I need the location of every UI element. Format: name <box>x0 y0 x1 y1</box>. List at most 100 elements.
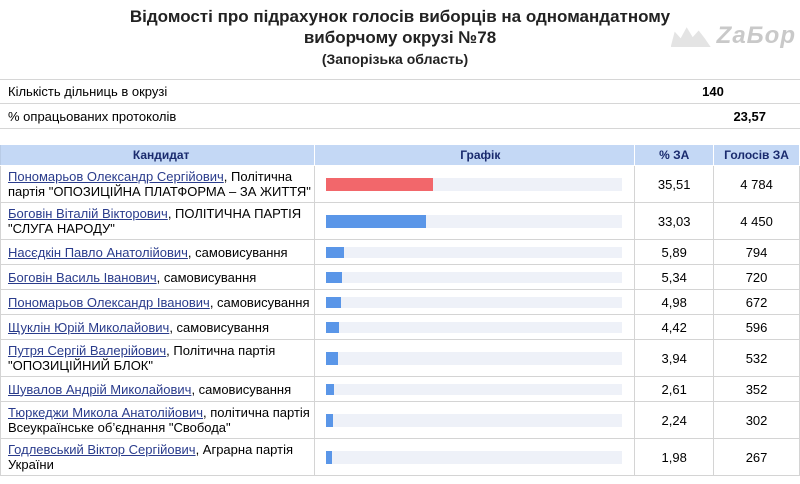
candidate-cell: Насєдкін Павло Анатолійович, самовисуван… <box>0 239 316 265</box>
vote-share-bar <box>326 246 345 258</box>
candidate-party: , Політична партія "ОПОЗИЦІЙНА ПЛАТФОРМА… <box>8 169 311 199</box>
percent-cell: 2,61 <box>634 376 715 402</box>
candidate-cell: Шувалов Андрій Миколайович, самовисуванн… <box>0 376 316 402</box>
candidate-name-link[interactable]: Тюркеджи Микола Анатолійович <box>8 405 204 420</box>
votes-cell: 672 <box>713 289 800 315</box>
percent-cell: 4,98 <box>634 289 715 315</box>
bar-track <box>326 450 623 464</box>
graph-cell <box>314 264 636 290</box>
header-graph: Графік <box>314 144 636 166</box>
candidate-cell: Путря Сергій Валерійович, Політична парт… <box>0 339 316 377</box>
percent-cell: 3,94 <box>634 339 715 377</box>
candidate-name-link[interactable]: Боговін Віталій Вікторович <box>8 206 168 221</box>
vote-share-bar <box>326 214 427 228</box>
candidate-cell: Тюркеджи Микола Анатолійович, політична … <box>0 401 316 439</box>
candidate-party: , самовисування <box>191 381 292 397</box>
header-percent: % ЗА <box>634 144 715 166</box>
site-logo-watermark: ZаБор <box>654 22 796 50</box>
castle-logo-icon <box>670 27 711 47</box>
results-header-row: Кандидат Графік % ЗА Голосів ЗА <box>0 144 800 166</box>
percent-cell: 4,42 <box>634 314 715 340</box>
candidate-cell: Пономарьов Олександр Сергійович, Політич… <box>0 165 316 203</box>
percent-cell: 5,89 <box>634 239 715 265</box>
page-title-line2: виборчому окрузі №78 <box>303 28 497 47</box>
region-subtitle: (Запорізька область) <box>321 51 469 67</box>
percent-cell: 2,24 <box>634 401 715 439</box>
graph-cell <box>314 401 636 439</box>
graph-cell <box>314 438 636 476</box>
page-title-line1: Відомості про підрахунок голосів виборці… <box>129 7 671 26</box>
candidate-name-link[interactable]: Пономарьов Олександр Іванович <box>8 294 210 310</box>
candidate-party: , ПОЛІТИЧНА ПАРТІЯ "СЛУГА НАРОДУ" <box>8 206 302 236</box>
table-row: Насєдкін Павло Анатолійович, самовисуван… <box>0 239 800 265</box>
votes-cell: 532 <box>713 339 800 377</box>
graph-cell <box>314 376 636 402</box>
results-body: Пономарьов Олександр Сергійович, Політич… <box>0 165 800 476</box>
processed-value: 23,57 <box>733 108 766 124</box>
vote-share-bar <box>326 321 340 333</box>
graph-cell <box>314 289 636 315</box>
vote-share-bar <box>326 351 339 365</box>
candidate-name-link[interactable]: Годлевський Віктор Сергійович <box>8 442 196 457</box>
vote-share-bar <box>326 296 342 308</box>
processed-row: % опрацьованих протоколів 23,57 <box>0 104 800 129</box>
vote-share-bar <box>326 413 334 427</box>
table-row: Щуклін Юрій Миколайович, самовисування 4,… <box>0 314 800 340</box>
table-row: Боговін Василь Іванович, самовисування 5,… <box>0 264 800 290</box>
candidate-party: , самовисування <box>156 269 257 285</box>
table-row: Боговін Віталій Вікторович, ПОЛІТИЧНА ПА… <box>0 202 800 240</box>
candidate-party: , самовисування <box>187 244 288 260</box>
table-row: Пономарьов Олександр Іванович, самовисув… <box>0 289 800 315</box>
candidate-name-link[interactable]: Насєдкін Павло Анатолійович <box>8 244 188 260</box>
bar-track <box>326 321 623 333</box>
vote-share-bar <box>326 383 335 395</box>
candidate-party: , політична партія Всеукраїнське об’єдна… <box>8 405 310 435</box>
percent-cell: 5,34 <box>634 264 715 290</box>
header-candidate: Кандидат <box>0 144 316 166</box>
precincts-row: Кількість дільниць в окрузі 140 <box>0 79 800 104</box>
votes-cell: 4 784 <box>713 165 800 203</box>
candidate-party: , Політична партія "ОПОЗИЦІЙНИЙ БЛОК" <box>8 343 276 373</box>
vote-share-bar <box>326 450 333 464</box>
table-row: Годлевський Віктор Сергійович, Аграрна п… <box>0 438 800 476</box>
table-row: Шувалов Андрій Миколайович, самовисуванн… <box>0 376 800 402</box>
percent-cell: 33,03 <box>634 202 715 240</box>
candidate-cell: Годлевський Віктор Сергійович, Аграрна п… <box>0 438 316 476</box>
votes-cell: 302 <box>713 401 800 439</box>
candidate-party: , Аграрна партія України <box>8 442 294 472</box>
graph-cell <box>314 165 636 203</box>
candidate-name-link[interactable]: Путря Сергій Валерійович <box>8 343 167 358</box>
bar-track <box>326 296 623 308</box>
watermark-text: ZаБор <box>716 22 796 49</box>
precincts-label: Кількість дільниць в окрузі <box>8 84 168 99</box>
bar-track <box>326 246 623 258</box>
candidate-name-link[interactable]: Пономарьов Олександр Сергійович <box>8 169 224 184</box>
votes-cell: 267 <box>713 438 800 476</box>
percent-cell: 1,98 <box>634 438 715 476</box>
table-row: Путря Сергій Валерійович, Політична парт… <box>0 339 800 377</box>
votes-cell: 720 <box>713 264 800 290</box>
percent-cell: 35,51 <box>634 165 715 203</box>
precincts-value: 140 <box>702 84 724 99</box>
graph-cell <box>314 202 636 240</box>
votes-cell: 352 <box>713 376 800 402</box>
candidate-name-link[interactable]: Боговін Василь Іванович <box>8 269 157 285</box>
candidate-name-link[interactable]: Щуклін Юрій Миколайович <box>8 319 170 335</box>
candidate-cell: Пономарьов Олександр Іванович, самовисув… <box>0 289 316 315</box>
table-row: Тюркеджи Микола Анатолійович, політична … <box>0 401 800 439</box>
candidate-cell: Боговін Віталій Вікторович, ПОЛІТИЧНА ПА… <box>0 202 316 240</box>
graph-cell <box>314 339 636 377</box>
district-summary: Кількість дільниць в окрузі 140 % опраць… <box>0 79 800 129</box>
bar-track <box>326 413 623 427</box>
bar-track <box>326 271 623 283</box>
votes-cell: 596 <box>713 314 800 340</box>
candidate-name-link[interactable]: Шувалов Андрій Миколайович <box>8 381 192 397</box>
table-row: Пономарьов Олександр Сергійович, Політич… <box>0 165 800 203</box>
candidate-cell: Щуклін Юрій Миколайович, самовисування <box>0 314 316 340</box>
header-votes: Голосів ЗА <box>713 144 800 166</box>
graph-cell <box>314 314 636 340</box>
bar-track <box>326 177 623 191</box>
bar-track <box>326 214 623 228</box>
votes-cell: 794 <box>713 239 800 265</box>
candidate-party: , самовисування <box>169 319 270 335</box>
